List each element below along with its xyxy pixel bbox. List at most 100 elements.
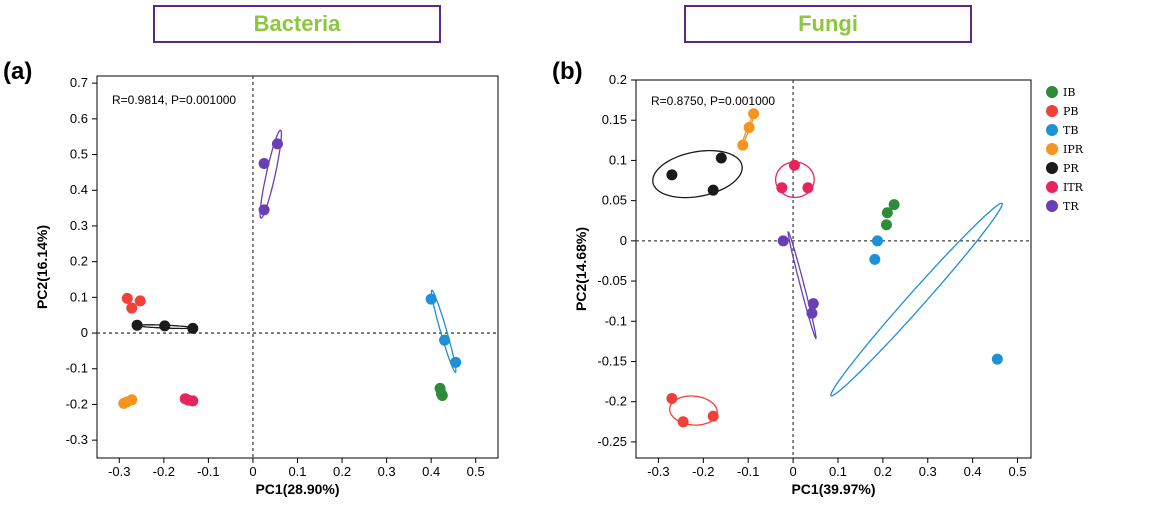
legend-label-ib: IB (1063, 86, 1075, 99)
ellipse-tr (259, 129, 283, 219)
point-itr (802, 182, 814, 194)
x-tick-label: 0.3 (919, 464, 937, 479)
point-tb (871, 235, 883, 247)
legend-marker-pr (1046, 162, 1058, 174)
y-tick-label: 0.05 (602, 193, 627, 208)
ellipse-tr (787, 230, 817, 340)
x-tick-label: 0.4 (422, 464, 440, 479)
fungi-title: Fungi (684, 5, 972, 43)
y-tick-label: -0.2 (605, 394, 627, 409)
point-pb (126, 302, 138, 314)
point-ipr (743, 121, 755, 133)
point-tr (806, 307, 818, 319)
x-axis-label: PC1(28.90%) (255, 481, 339, 497)
y-tick-label: 0.2 (609, 72, 627, 87)
point-tr (807, 298, 819, 310)
x-tick-label: 0.5 (467, 464, 485, 479)
x-tick-label: -0.1 (737, 464, 759, 479)
point-tr (258, 204, 270, 216)
point-pb (677, 416, 689, 428)
point-pr (707, 184, 719, 196)
y-tick-label: -0.15 (597, 353, 627, 368)
y-tick-label: 0.15 (602, 112, 627, 127)
legend-label-tr: TR (1063, 200, 1079, 213)
point-pr (187, 322, 199, 334)
y-tick-label: 0 (81, 325, 88, 340)
point-tb (991, 353, 1003, 365)
y-axis-label: PC2(14.68%) (573, 227, 589, 311)
legend-marker-ipr (1046, 143, 1058, 155)
y-tick-label: 0.4 (70, 182, 88, 197)
panel-b-label: (b) (552, 58, 583, 85)
x-tick-label: 0.3 (378, 464, 396, 479)
x-tick-label: 0.2 (333, 464, 351, 479)
legend-label-pb: PB (1063, 105, 1079, 118)
legend: IB PB TB IPR PR ITR TR (1046, 86, 1084, 213)
legend-marker-tr (1046, 200, 1058, 212)
point-pr (131, 319, 143, 331)
point-ipr (748, 108, 760, 120)
point-ipr (737, 139, 749, 151)
plot-panel-b: -0.3 -0.2 -0.1 0 0.1 0.2 0.3 0.4 0.5 -0.25 -0.2 -0.… (573, 72, 1032, 497)
point-tb (869, 253, 881, 265)
y-tick-label: -0.1 (605, 313, 627, 328)
y-tick-label: -0.25 (597, 434, 627, 449)
legend-label-tb: TB (1063, 124, 1078, 137)
x-tick-label: 0 (789, 464, 796, 479)
ellipse-tb (830, 202, 1003, 397)
point-itr (788, 159, 800, 171)
legend-label-itr: ITR (1063, 181, 1084, 194)
point-pr (159, 320, 171, 332)
legend-marker-pb (1046, 105, 1058, 117)
point-ipr (126, 394, 138, 406)
y-tick-label: 0 (620, 233, 627, 248)
point-ib (880, 219, 892, 231)
point-itr (187, 395, 199, 407)
ellipse-itr (774, 161, 815, 199)
point-pb (121, 292, 133, 304)
ellipse-pb (669, 395, 718, 426)
y-tick-label: -0.05 (597, 273, 627, 288)
legend-marker-ib (1046, 86, 1058, 98)
x-tick-label: 0.4 (964, 464, 982, 479)
point-itr (776, 182, 788, 194)
y-tick-label: -0.1 (66, 361, 88, 376)
plot-frame (96, 75, 499, 459)
y-axis-label: PC2(16.14%) (34, 225, 50, 309)
point-ib (436, 390, 448, 402)
y-tick-label: 0.2 (70, 254, 88, 269)
legend-marker-tb (1046, 124, 1058, 136)
point-tr (271, 138, 283, 150)
ellipse-tb (430, 289, 457, 374)
point-pb (707, 410, 719, 422)
point-tb (439, 334, 451, 346)
y-tick-label: 0.5 (70, 147, 88, 162)
y-tick-label: 0.6 (70, 111, 88, 126)
legend-label-ipr: IPR (1063, 143, 1084, 156)
point-pb (134, 295, 146, 307)
y-tick-label: 0.7 (70, 75, 88, 90)
legend-marker-itr (1046, 181, 1058, 193)
plot-panel-a: -0.3 -0.2 -0.1 0 0.1 0.2 0.3 0.4 0.5 -0.3 -0.2 -0.1… (34, 75, 499, 497)
x-tick-label: -0.2 (153, 464, 175, 479)
panel-a-label: (a) (3, 58, 33, 85)
x-axis-label: PC1(39.97%) (791, 481, 875, 497)
ellipse-pr (652, 149, 743, 199)
plot-frame (635, 79, 1032, 459)
point-pb (666, 392, 678, 404)
x-tick-label: 0 (249, 464, 256, 479)
point-tr (258, 157, 270, 169)
x-tick-label: 0.1 (829, 464, 847, 479)
legend-label-pr: PR (1063, 162, 1079, 175)
x-tick-label: -0.3 (108, 464, 130, 479)
point-pr (666, 169, 678, 181)
y-tick-label: 0.1 (70, 289, 88, 304)
point-pr (715, 152, 727, 164)
y-tick-label: -0.2 (66, 396, 88, 411)
x-tick-label: 0.5 (1008, 464, 1026, 479)
x-tick-label: 0.1 (288, 464, 306, 479)
bacteria-title: Bacteria (153, 5, 441, 43)
x-tick-label: -0.3 (647, 464, 669, 479)
x-tick-label: -0.1 (197, 464, 219, 479)
